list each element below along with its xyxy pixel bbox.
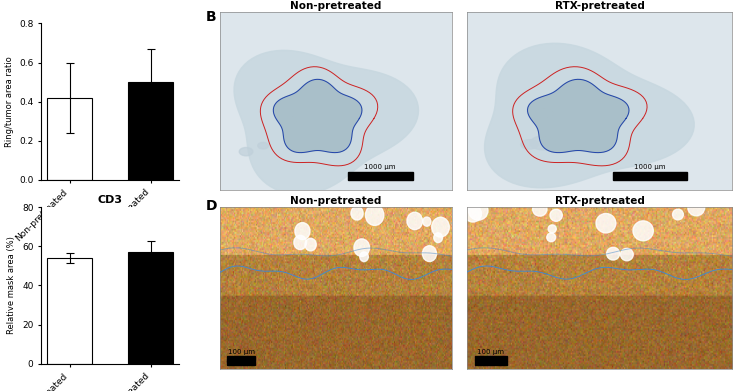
Ellipse shape [672, 209, 684, 220]
Text: 100 μm: 100 μm [228, 349, 255, 355]
Ellipse shape [351, 206, 363, 220]
Bar [128, 82, 173, 180]
Ellipse shape [547, 233, 556, 242]
Ellipse shape [550, 209, 562, 221]
Ellipse shape [434, 233, 442, 242]
Bar [227, 356, 255, 365]
Ellipse shape [688, 199, 704, 216]
Text: D: D [205, 199, 217, 213]
Ellipse shape [365, 205, 384, 225]
Ellipse shape [468, 201, 488, 220]
Ellipse shape [294, 235, 306, 249]
Polygon shape [485, 43, 694, 188]
Ellipse shape [305, 238, 316, 251]
Ellipse shape [530, 136, 557, 150]
Text: B: B [205, 10, 216, 24]
Ellipse shape [533, 202, 547, 216]
Polygon shape [273, 79, 362, 152]
Ellipse shape [521, 140, 539, 149]
Y-axis label: Relative mask area (%): Relative mask area (%) [7, 237, 16, 334]
Title: Non-pretreated: Non-pretreated [291, 196, 382, 206]
Ellipse shape [283, 116, 297, 125]
Ellipse shape [535, 108, 554, 118]
Ellipse shape [607, 247, 620, 260]
Ellipse shape [633, 221, 654, 241]
Ellipse shape [432, 217, 450, 237]
Ellipse shape [548, 225, 557, 233]
Title: Non-pretreated: Non-pretreated [291, 1, 382, 11]
Text: 1000 μm: 1000 μm [634, 165, 666, 170]
Ellipse shape [422, 246, 436, 262]
Bar [347, 172, 412, 180]
Ellipse shape [360, 252, 368, 262]
Bar [128, 252, 173, 364]
Polygon shape [234, 50, 418, 194]
Ellipse shape [295, 222, 310, 240]
Ellipse shape [621, 248, 633, 261]
Title: RTX-pretreated: RTX-pretreated [554, 1, 645, 11]
Polygon shape [527, 79, 629, 152]
Text: 100 μm: 100 μm [477, 349, 504, 355]
Ellipse shape [423, 217, 431, 226]
Bar [47, 258, 92, 364]
Ellipse shape [407, 212, 423, 230]
Polygon shape [220, 12, 452, 190]
Ellipse shape [239, 147, 253, 156]
Title: RTX-pretreated: RTX-pretreated [554, 196, 645, 206]
Polygon shape [467, 12, 732, 190]
Bar [475, 356, 506, 365]
Title: CD3: CD3 [98, 195, 123, 205]
Ellipse shape [465, 205, 482, 222]
Bar [47, 98, 92, 180]
Ellipse shape [258, 142, 268, 149]
Bar [613, 172, 687, 180]
Text: 1000 μm: 1000 μm [365, 165, 396, 170]
Ellipse shape [354, 239, 370, 256]
Y-axis label: Ring/tumor area ratio: Ring/tumor area ratio [4, 56, 13, 147]
Ellipse shape [596, 213, 616, 233]
